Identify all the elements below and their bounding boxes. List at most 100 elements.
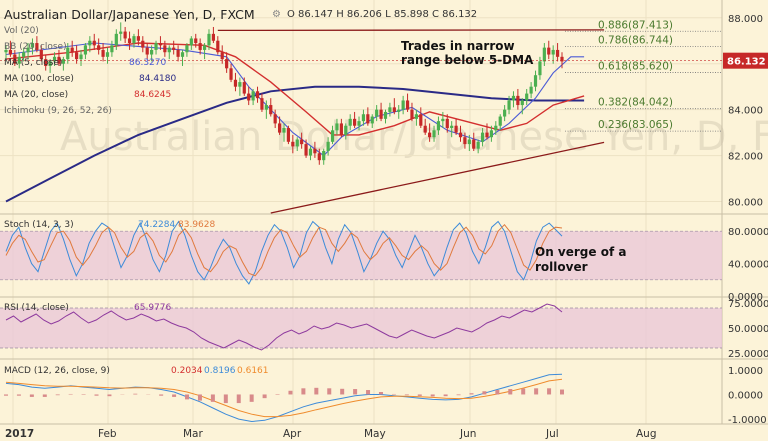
candle[interactable] — [392, 107, 396, 112]
candle[interactable] — [383, 111, 388, 119]
stoch-k-line[interactable] — [5, 220, 563, 285]
candle[interactable] — [264, 105, 268, 110]
candle[interactable] — [220, 52, 224, 60]
candle[interactable] — [225, 59, 229, 69]
candle[interactable] — [348, 118, 352, 126]
candle[interactable] — [35, 43, 39, 50]
candle[interactable] — [529, 86, 533, 94]
candle[interactable] — [370, 116, 374, 124]
candle[interactable] — [503, 109, 507, 117]
candle[interactable] — [216, 40, 220, 53]
candle[interactable] — [313, 148, 317, 154]
legend-stoch[interactable]: Stoch (14, 3, 3) — [4, 220, 74, 230]
candle[interactable] — [189, 38, 193, 46]
candle[interactable] — [154, 43, 158, 50]
candle[interactable] — [172, 47, 176, 50]
candle[interactable] — [70, 47, 74, 53]
candle[interactable] — [207, 33, 211, 46]
candle[interactable] — [441, 118, 445, 122]
legend-ma5[interactable]: MA (5, close) — [4, 58, 63, 68]
macd-signal-line[interactable] — [5, 378, 563, 418]
candle[interactable] — [286, 128, 291, 142]
settings-icon[interactable]: ⚙ — [272, 9, 281, 20]
candle[interactable] — [13, 54, 17, 64]
candle[interactable] — [326, 141, 330, 151]
candle[interactable] — [300, 139, 304, 145]
legend-macd[interactable]: MACD (12, 26, close, 9) — [4, 366, 110, 376]
candle[interactable] — [507, 100, 511, 110]
candle[interactable] — [450, 125, 454, 129]
candle[interactable] — [260, 98, 264, 110]
candle[interactable] — [295, 139, 299, 147]
candle[interactable] — [88, 40, 92, 46]
candle[interactable] — [366, 114, 370, 124]
candle[interactable] — [114, 33, 118, 46]
candle[interactable] — [472, 139, 476, 149]
candle[interactable] — [185, 45, 189, 53]
candle[interactable] — [132, 36, 136, 44]
candle[interactable] — [511, 95, 516, 101]
candle[interactable] — [551, 49, 555, 55]
candle[interactable] — [423, 125, 427, 133]
candle[interactable] — [198, 43, 202, 50]
candle[interactable] — [414, 114, 418, 119]
candle[interactable] — [339, 123, 343, 135]
candle[interactable] — [110, 45, 114, 53]
candle[interactable] — [269, 105, 273, 115]
candle[interactable] — [428, 132, 432, 138]
candle[interactable] — [335, 123, 339, 131]
rsi-rsi-line[interactable] — [5, 303, 563, 351]
candle[interactable] — [247, 93, 251, 101]
candle[interactable] — [52, 56, 57, 62]
candle[interactable] — [547, 47, 551, 55]
candle[interactable] — [525, 93, 529, 101]
candle[interactable] — [291, 141, 295, 147]
candle[interactable] — [467, 139, 471, 145]
legend-bb[interactable]: BB (20, close) — [4, 42, 67, 52]
candle[interactable] — [233, 79, 238, 87]
candle[interactable] — [97, 45, 101, 50]
legend-rsi[interactable]: RSI (14, close) — [4, 303, 69, 313]
candle[interactable] — [105, 52, 110, 57]
candle[interactable] — [454, 125, 458, 133]
resistance-trendline[interactable] — [217, 29, 605, 32]
candle[interactable] — [361, 114, 366, 122]
candle[interactable] — [242, 82, 246, 94]
candle[interactable] — [379, 109, 383, 119]
legend-vol[interactable]: Vol (20) — [4, 26, 39, 36]
candle[interactable] — [436, 121, 441, 131]
candle[interactable] — [119, 31, 123, 34]
candle[interactable] — [180, 52, 185, 57]
candle[interactable] — [238, 82, 242, 87]
stoch-d-line[interactable] — [5, 223, 563, 277]
candle[interactable] — [542, 47, 546, 62]
candle[interactable] — [330, 130, 335, 142]
candle[interactable] — [83, 45, 88, 55]
candle[interactable] — [277, 123, 282, 133]
candle[interactable] — [533, 75, 538, 87]
candle[interactable] — [145, 47, 149, 55]
candle[interactable] — [127, 38, 132, 44]
candle[interactable] — [8, 49, 13, 55]
candle[interactable] — [158, 43, 163, 46]
candle[interactable] — [520, 100, 524, 106]
candle[interactable] — [48, 61, 52, 67]
candle[interactable] — [79, 54, 83, 60]
candle[interactable] — [344, 125, 348, 135]
candle[interactable] — [4, 49, 8, 53]
candle[interactable] — [397, 109, 401, 112]
candle[interactable] — [163, 45, 167, 53]
candle[interactable] — [26, 47, 30, 53]
candle[interactable] — [388, 107, 392, 112]
legend-ichimoku[interactable]: Ichimoku (9, 26, 52, 26) — [4, 106, 112, 116]
candle[interactable] — [304, 144, 308, 156]
candle[interactable] — [229, 68, 233, 80]
candle[interactable] — [66, 47, 70, 60]
candle[interactable] — [30, 43, 35, 48]
candle[interactable] — [432, 130, 436, 138]
candle[interactable] — [123, 31, 127, 39]
candle[interactable] — [494, 125, 498, 131]
candle[interactable] — [445, 118, 449, 129]
candle[interactable] — [405, 100, 410, 110]
candle[interactable] — [516, 95, 520, 106]
